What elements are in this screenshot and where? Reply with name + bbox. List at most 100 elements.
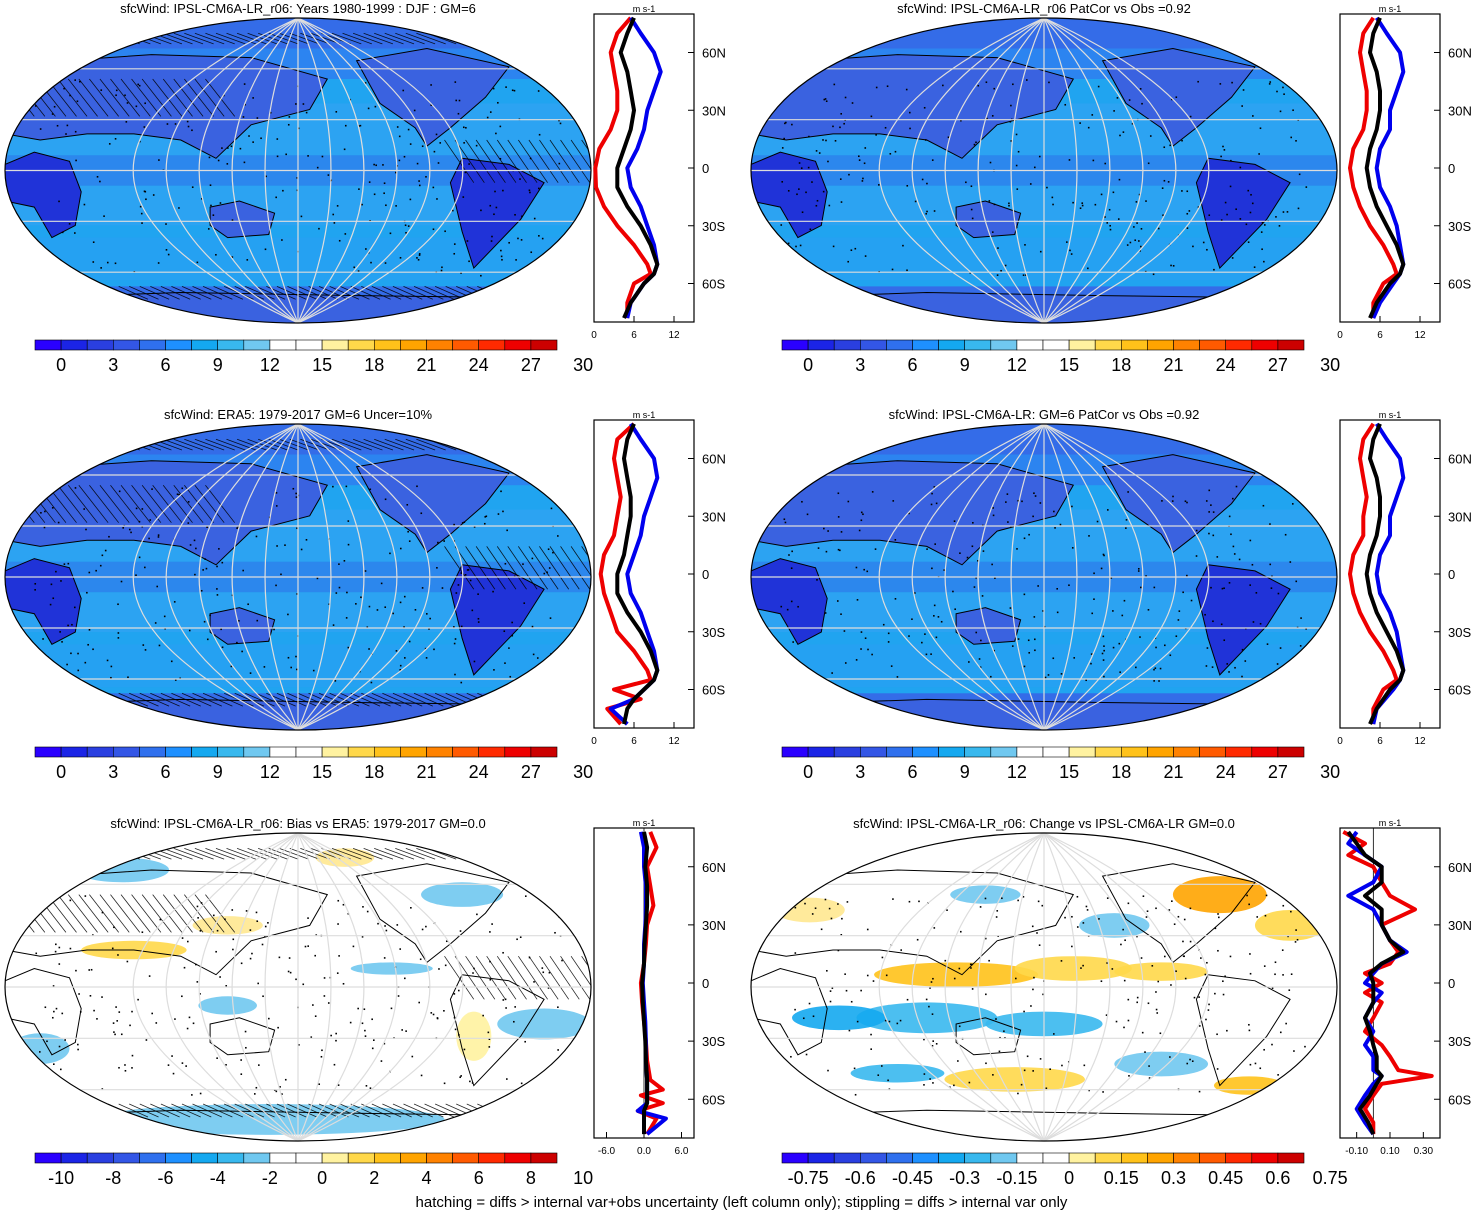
profile-ytick-label: 30N xyxy=(1448,918,1472,933)
colorbar-5: -10 -8 -6 -4 -2 0 2 4 6 8 10 xyxy=(34,1152,593,1188)
map-panel-3: sfcWind: ERA5: 1979-2017 GM=6 Uncer=10% xyxy=(4,407,592,731)
colorbar-swatch xyxy=(1068,1152,1096,1164)
colorbar-tick-label: 30 xyxy=(573,762,593,782)
profile-xtick-label: 6.0 xyxy=(675,1146,689,1157)
colorbar-tick-label: 0.75 xyxy=(1313,1168,1348,1188)
colorbar-tick-label: -2 xyxy=(262,1168,278,1188)
colorbar-swatch xyxy=(34,339,62,351)
colorbar-tick-label: 10 xyxy=(573,1168,593,1188)
graticule xyxy=(751,18,1337,323)
colorbar-swatch xyxy=(833,746,861,758)
colorbar-swatch xyxy=(912,339,939,351)
colorbar-swatch xyxy=(217,339,245,351)
colorbar-tick-label: 4 xyxy=(421,1168,431,1188)
colorbar-tick-label: 15 xyxy=(312,762,332,782)
profile-xtick-label: 12 xyxy=(668,330,680,341)
colorbar-tick-label: 21 xyxy=(1163,762,1183,782)
map-title: sfcWind: IPSL-CM6A-LR_r06: Bias vs ERA5:… xyxy=(110,816,485,831)
profile-xtick-label: 6 xyxy=(631,330,637,341)
colorbar-tick-label: 18 xyxy=(1111,762,1131,782)
colorbar-tick-label: 27 xyxy=(1268,762,1288,782)
colorbar-swatch xyxy=(1225,746,1253,758)
colorbar-swatch xyxy=(426,339,453,351)
profile-xtick-label: 0 xyxy=(1337,736,1343,747)
graticule xyxy=(751,424,1337,730)
footer-note: hatching = diffs > internal var+obs unce… xyxy=(415,1194,1068,1211)
colorbar-tick-label: 6 xyxy=(907,762,917,782)
colorbar-tick-label: 3 xyxy=(108,355,118,375)
map-field xyxy=(5,424,591,730)
colorbar-6: -0.75 -0.6 -0.45 -0.3 -0.15 0 0.15 0.3 0.45 0.6 0.… xyxy=(781,1152,1348,1188)
colorbar-tick-label: 0 xyxy=(56,762,66,782)
graticule xyxy=(751,833,1337,1141)
colorbar-tick-label: 24 xyxy=(1216,762,1236,782)
colorbar-tick-label: -10 xyxy=(48,1168,74,1188)
colorbar-swatch xyxy=(859,746,887,758)
profile-ytick-label: 60N xyxy=(1448,46,1472,61)
colorbar-swatch xyxy=(243,1152,271,1164)
profile-ytick-label: 60N xyxy=(702,860,726,875)
graticule xyxy=(5,424,591,730)
colorbar-swatch xyxy=(1042,1152,1070,1164)
colorbar-swatch xyxy=(60,746,88,758)
profile-panel-1: m s-1 60N 30N 0 30S 60S 0 6 12 xyxy=(591,4,726,341)
colorbar-swatch xyxy=(321,746,349,758)
map-field xyxy=(751,424,1337,730)
profile-ytick-label: 60S xyxy=(1448,683,1471,698)
profile-xtick-label: 6 xyxy=(1377,330,1383,341)
map-panel-4: sfcWind: IPSL-CM6A-LR: GM=6 PatCor vs Ob… xyxy=(750,407,1338,731)
profile-ytick-label: 30N xyxy=(1448,103,1472,118)
colorbar-swatch xyxy=(1094,339,1122,351)
profile-line-model xyxy=(1346,830,1406,1135)
colorbar-swatch xyxy=(426,746,453,758)
colorbar-swatch xyxy=(912,746,939,758)
colorbar-swatch xyxy=(781,1152,809,1164)
profile-unit-label: m s-1 xyxy=(1379,4,1402,14)
colorbar-swatch xyxy=(165,746,192,758)
stippling xyxy=(782,894,1306,1096)
profile-xtick-label: 0 xyxy=(591,330,597,341)
profile-ytick-label: 60N xyxy=(1448,452,1472,467)
colorbar-swatch xyxy=(1121,1152,1148,1164)
colorbar-swatch xyxy=(86,1152,114,1164)
map-panel-2: sfcWind: IPSL-CM6A-LR_r06 PatCor vs Obs … xyxy=(750,1,1338,324)
profile-line-model xyxy=(1364,17,1406,319)
profile-frame xyxy=(1339,827,1441,1139)
colorbar-swatch xyxy=(1121,746,1148,758)
colorbar-tick-label: 3 xyxy=(108,762,118,782)
map-field xyxy=(5,18,591,323)
colorbar-swatch xyxy=(886,746,913,758)
profile-line-model xyxy=(1364,423,1406,725)
colorbar-tick-label: 15 xyxy=(312,355,332,375)
colorbar-swatch xyxy=(1173,1152,1200,1164)
map-title: sfcWind: IPSL-CM6A-LR_r06: Change vs IPS… xyxy=(853,816,1235,831)
colorbar-swatch xyxy=(478,1152,506,1164)
profile-frame xyxy=(1339,419,1441,729)
profile-panel-5: m s-1 60N 30N 0 30S 60S -6.0 0.0 6.0 xyxy=(593,818,726,1157)
colorbar-swatch xyxy=(1225,339,1253,351)
profile-ytick-label: 30N xyxy=(702,918,726,933)
colorbar-tick-label: 21 xyxy=(416,355,436,375)
colorbar-swatch xyxy=(1173,746,1200,758)
colorbar-swatch xyxy=(964,339,992,351)
profile-line-djf xyxy=(593,16,653,319)
colorbar-tick-label: 0 xyxy=(317,1168,327,1188)
colorbar-swatch xyxy=(452,746,480,758)
colorbar-swatch xyxy=(1199,1152,1226,1164)
colorbar-swatch xyxy=(191,1152,219,1164)
colorbar-swatch xyxy=(34,746,62,758)
colorbar-tick-label: 6 xyxy=(160,355,170,375)
colorbar-tick-label: 2 xyxy=(369,1168,379,1188)
colorbar-swatch xyxy=(217,1152,245,1164)
colorbar-swatch xyxy=(1147,1152,1174,1164)
profile-xtick-label: 0.0 xyxy=(637,1146,651,1157)
colorbar-swatch xyxy=(1251,746,1279,758)
colorbar-swatch xyxy=(781,339,809,351)
colorbar-tick-label: 0 xyxy=(1064,1168,1074,1188)
profile-line-djf xyxy=(598,422,653,726)
colorbar-tick-label: -0.75 xyxy=(788,1168,829,1188)
colorbar-tick-label: 0.45 xyxy=(1208,1168,1243,1188)
profile-ytick-label: 30N xyxy=(1448,509,1472,524)
colorbar-swatch xyxy=(426,1152,453,1164)
colorbar-swatch xyxy=(347,339,375,351)
